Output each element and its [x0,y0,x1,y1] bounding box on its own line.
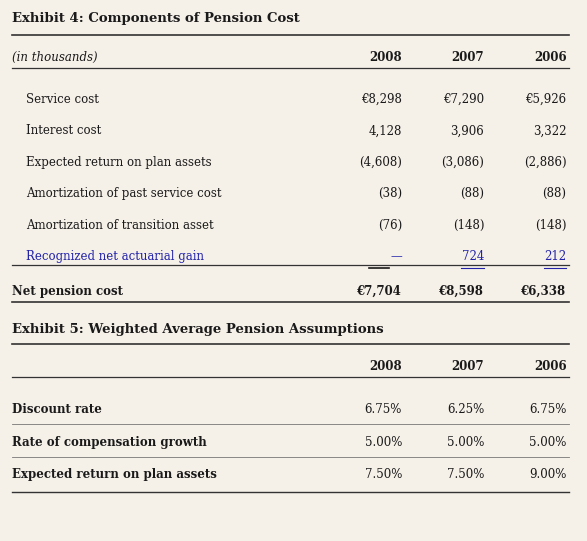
Text: 6.25%: 6.25% [447,403,484,416]
Text: 2006: 2006 [534,360,566,373]
Text: 7.50%: 7.50% [365,468,402,481]
Text: 4,128: 4,128 [369,124,402,137]
Text: 2007: 2007 [451,51,484,64]
Text: Interest cost: Interest cost [26,124,102,137]
Text: —: — [390,250,402,263]
Text: 3,906: 3,906 [451,124,484,137]
Text: 6.75%: 6.75% [365,403,402,416]
Text: €7,290: €7,290 [443,93,484,106]
Text: Rate of compensation growth: Rate of compensation growth [12,436,207,448]
Text: 7.50%: 7.50% [447,468,484,481]
Text: Exhibit 5: Weighted Average Pension Assumptions: Exhibit 5: Weighted Average Pension Assu… [12,322,383,335]
Text: 5.00%: 5.00% [365,436,402,448]
Text: €8,598: €8,598 [440,285,484,298]
Text: 724: 724 [462,250,484,263]
Text: 2008: 2008 [369,360,402,373]
Text: €7,704: €7,704 [357,285,402,298]
Text: (4,608): (4,608) [359,156,402,169]
Text: 212: 212 [544,250,566,263]
Text: 9.00%: 9.00% [529,468,566,481]
Text: €8,298: €8,298 [361,93,402,106]
Text: (148): (148) [535,219,566,232]
Text: Expected return on plan assets: Expected return on plan assets [12,468,217,481]
Text: 2006: 2006 [534,51,566,64]
Text: (148): (148) [453,219,484,232]
Text: 3,322: 3,322 [533,124,566,137]
Text: (2,886): (2,886) [524,156,566,169]
Text: 5.00%: 5.00% [529,436,566,448]
Text: Expected return on plan assets: Expected return on plan assets [26,156,212,169]
Text: (3,086): (3,086) [441,156,484,169]
Text: Amortization of transition asset: Amortization of transition asset [26,219,214,232]
Text: Discount rate: Discount rate [12,403,102,416]
Text: (88): (88) [460,187,484,200]
Text: (in thousands): (in thousands) [12,51,97,64]
Text: 6.75%: 6.75% [529,403,566,416]
Text: (88): (88) [542,187,566,200]
Text: Exhibit 4: Components of Pension Cost: Exhibit 4: Components of Pension Cost [12,12,299,25]
Text: 2008: 2008 [369,51,402,64]
Text: Amortization of past service cost: Amortization of past service cost [26,187,222,200]
Text: 2007: 2007 [451,360,484,373]
Text: (38): (38) [378,187,402,200]
Text: €6,338: €6,338 [521,285,566,298]
Text: 5.00%: 5.00% [447,436,484,448]
Text: Net pension cost: Net pension cost [12,285,123,298]
Text: Recognized net actuarial gain: Recognized net actuarial gain [26,250,204,263]
Text: (76): (76) [378,219,402,232]
Text: Service cost: Service cost [26,93,99,106]
Text: €5,926: €5,926 [525,93,566,106]
